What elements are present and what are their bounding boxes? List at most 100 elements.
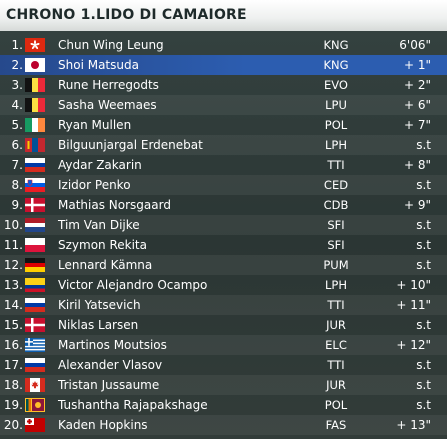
time-gap: s.t (416, 318, 431, 332)
rider-name: Niklas Larsen (58, 318, 139, 332)
results-table: 1. Chun Wing Leung KNG 6'06" 2. Shoi Matsuda K… (0, 35, 447, 435)
rider-name: Szymon Rekita (58, 238, 147, 252)
rider-name: Sasha Weemaes (58, 98, 157, 112)
rank-position: 14. (3, 298, 23, 312)
rider-name: Kiril Yatsevich (58, 298, 141, 312)
result-row: 11. Szymon Rekita SFI s.t (0, 235, 447, 255)
team-code: FAS (325, 418, 347, 432)
team-code: JUR (326, 318, 346, 332)
rank-position: 3. (11, 78, 23, 92)
rank-position: 16. (3, 338, 23, 352)
result-row: 13. Victor Alejandro Ocampo LPH + 10" (0, 275, 447, 295)
rider-name: Tristan Jussaume (58, 378, 160, 392)
team-code: KNG (323, 58, 349, 72)
rank-position: 5. (11, 118, 23, 132)
rank-position: 4. (11, 98, 23, 112)
rider-name: Alexander Vlasov (58, 358, 163, 372)
time-gap: + 12" (396, 338, 431, 352)
time-gap: + 13" (396, 418, 431, 432)
rank-position: 1. (11, 38, 23, 52)
result-row: 4. Sasha Weemaes LPU + 6" (0, 95, 447, 115)
rank-position: 15. (3, 318, 23, 332)
time-gap: s.t (416, 238, 431, 252)
rider-name: Kaden Hopkins (58, 418, 148, 432)
result-row: 8. Izidor Penko CED s.t (0, 175, 447, 195)
race-title: CHRONO 1.LIDO DI CAMAIORE (0, 0, 447, 31)
rider-name: Chun Wing Leung (58, 38, 164, 52)
team-code: TTI (327, 358, 345, 372)
time-gap: + 9" (403, 198, 431, 212)
rider-name: Ryan Mullen (58, 118, 132, 132)
time-gap: s.t (416, 378, 431, 392)
team-code: SFI (327, 218, 345, 232)
time-gap: s.t (416, 258, 431, 272)
result-row: 20. Kaden Hopkins FAS + 13" (0, 415, 447, 435)
team-code: CDB (323, 198, 349, 212)
team-code: TTI (327, 298, 345, 312)
rank-position: 13. (3, 278, 23, 292)
time-gap: + 2" (403, 78, 431, 92)
time-gap: s.t (416, 358, 431, 372)
time-gap: s.t (416, 398, 431, 412)
result-row: 6. Bilguunjargal Erdenebat LPH s.t (0, 135, 447, 155)
team-code: SFI (327, 238, 345, 252)
result-row: 19. Tushantha Rajapakshage POL s.t (0, 395, 447, 415)
time-gap: + 6" (403, 98, 431, 112)
rank-position: 6. (11, 138, 23, 152)
result-row: 14. Kiril Yatsevich TTI + 11" (0, 295, 447, 315)
result-row: 3. Rune Herregodts EVO + 2" (0, 75, 447, 95)
tonga-flag (25, 418, 45, 432)
time-gap: + 8" (403, 158, 431, 172)
team-code: LPH (325, 278, 347, 292)
sri-lanka-flag (25, 398, 45, 412)
time-gap: + 7" (403, 118, 431, 132)
rider-name: Victor Alejandro Ocampo (58, 278, 208, 292)
rider-name: Mathias Norsgaard (58, 198, 171, 212)
rider-name: Shoi Matsuda (58, 58, 139, 72)
mongolia-flag (25, 138, 45, 152)
result-row: 1. Chun Wing Leung KNG 6'06" (0, 35, 447, 55)
team-code: KNG (323, 38, 349, 52)
time-gap: + 10" (396, 278, 431, 292)
russia-flag (25, 358, 45, 372)
result-row: 10. Tim Van Dijke SFI s.t (0, 215, 447, 235)
belgium-flag (25, 98, 45, 112)
denmark-flag (25, 318, 45, 332)
rank-position: 10. (3, 218, 23, 232)
result-row: 17. Alexander Vlasov TTI s.t (0, 355, 447, 375)
rider-name: Lennard Kämna (58, 258, 153, 272)
result-row: 16. Martinos Moutsios ELC + 12" (0, 335, 447, 355)
denmark-flag (25, 198, 45, 212)
rank-position: 2. (11, 58, 23, 72)
rank-position: 11. (3, 238, 23, 252)
team-code: POL (324, 398, 348, 412)
team-code: EVO (324, 78, 348, 92)
team-code: ELC (325, 338, 347, 352)
ireland-flag (25, 118, 45, 132)
result-row: 15. Niklas Larsen JUR s.t (0, 315, 447, 335)
rider-name: Aydar Zakarin (58, 158, 142, 172)
russia-flag (25, 298, 45, 312)
team-code: LPU (325, 98, 347, 112)
belgium-flag (25, 78, 45, 92)
rider-name: Rune Herregodts (58, 78, 159, 92)
rank-position: 19. (3, 398, 23, 412)
team-code: PUM (323, 258, 349, 272)
time-gap: + 1" (403, 58, 431, 72)
result-row: 7. Aydar Zakarin TTI + 8" (0, 155, 447, 175)
result-row: 5. Ryan Mullen POL + 7" (0, 115, 447, 135)
japan-flag (25, 58, 45, 72)
result-row: 18. Tristan Jussaume JUR s.t (0, 375, 447, 395)
canada-flag (25, 378, 45, 392)
rider-name: Tim Van Dijke (58, 218, 140, 232)
rank-position: 18. (3, 378, 23, 392)
russia-flag (25, 158, 45, 172)
time-gap: s.t (416, 178, 431, 192)
rank-position: 12. (3, 258, 23, 272)
result-row: 9. Mathias Norsgaard CDB + 9" (0, 195, 447, 215)
hong-kong-flag (25, 38, 45, 52)
rank-position: 20. (3, 418, 23, 432)
rider-name: Bilguunjargal Erdenebat (58, 138, 203, 152)
netherlands-flag (25, 218, 45, 232)
